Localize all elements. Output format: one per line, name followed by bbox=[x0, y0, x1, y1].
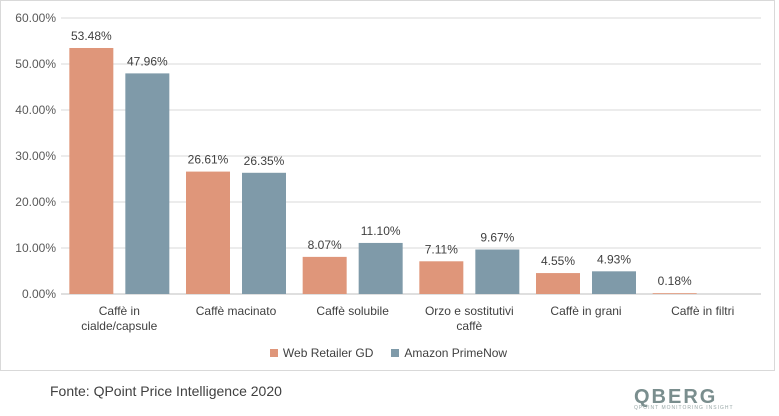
bar bbox=[358, 242, 403, 294]
data-label: 53.48% bbox=[71, 29, 112, 43]
logo-tagline: QPOINT MONITORING INSIGHT bbox=[634, 405, 734, 411]
bar bbox=[302, 256, 347, 294]
bar-chart: 0.00% 10.00% 20.00% 30.00% 40.00% 50.00% 60.00… bbox=[15, 11, 761, 333]
legend: Web Retailer GD Amazon PrimeNow bbox=[1, 346, 776, 360]
bar bbox=[652, 293, 697, 294]
data-label: 0.18% bbox=[658, 274, 692, 288]
data-label: 7.11% bbox=[425, 242, 458, 256]
y-tick-label: 20.00% bbox=[15, 195, 56, 209]
bar bbox=[419, 261, 464, 294]
data-label: 9.67% bbox=[480, 231, 514, 245]
bar bbox=[592, 271, 636, 294]
data-label: 4.55% bbox=[541, 254, 575, 268]
data-label: 26.61% bbox=[188, 153, 229, 167]
data-label: 26.35% bbox=[244, 154, 285, 168]
category-label: Caffè macinato bbox=[196, 304, 277, 318]
bar bbox=[69, 47, 114, 294]
logo-wordmark: QBERG bbox=[634, 386, 718, 408]
legend-label-amazon: Amazon PrimeNow bbox=[404, 346, 508, 360]
legend-swatch-web-retailer bbox=[269, 349, 278, 357]
legend-label-web-retailer: Web Retailer GD bbox=[282, 346, 374, 360]
chart-frame: 0.00% 10.00% 20.00% 30.00% 40.00% 50.00% 60.00… bbox=[0, 0, 775, 371]
source-note: Fonte: QPoint Price Intelligence 2020 bbox=[50, 383, 282, 399]
category-label: Caffè solubile bbox=[316, 304, 389, 318]
bar bbox=[475, 249, 520, 294]
legend-item-amazon: Amazon PrimeNow bbox=[391, 346, 507, 360]
category-label: Orzo e sostitutivi caffè bbox=[425, 304, 514, 333]
data-label: 47.96% bbox=[127, 54, 168, 68]
category-label: Caffè in cialde/capsule bbox=[81, 304, 157, 333]
data-label: 11.10% bbox=[361, 224, 401, 238]
data-label: 4.93% bbox=[597, 252, 631, 266]
y-tick-label: 60.00% bbox=[15, 11, 56, 25]
bar bbox=[242, 172, 286, 294]
legend-swatch-amazon bbox=[391, 349, 400, 357]
qberg-logo: QBERG QPOINT MONITORING INSIGHT bbox=[634, 384, 754, 412]
category-label: Caffè in filtri bbox=[671, 304, 734, 318]
bar bbox=[536, 273, 580, 294]
bar bbox=[186, 171, 230, 294]
legend-item-web-retailer: Web Retailer GD bbox=[269, 346, 374, 360]
category-label: Caffè in grani bbox=[550, 304, 621, 318]
y-tick-label: 0.00% bbox=[22, 287, 56, 301]
y-tick-label: 50.00% bbox=[15, 57, 56, 71]
data-label: 8.07% bbox=[308, 238, 342, 252]
y-tick-label: 30.00% bbox=[15, 149, 56, 163]
bar bbox=[125, 73, 170, 294]
y-tick-label: 10.00% bbox=[15, 241, 56, 255]
y-tick-label: 40.00% bbox=[15, 103, 56, 117]
